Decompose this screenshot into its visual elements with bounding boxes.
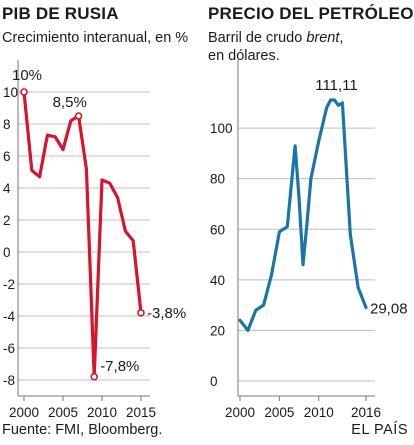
oil-data-label: 29,08 <box>370 300 408 317</box>
russia-y-tick-label: -4 <box>3 309 15 324</box>
russia-gdp-chart: 10 8 6 4 2 0 -2 -4 -6 -8 2000 2005 2010 2015 10% 8,5% -7… <box>3 60 186 420</box>
russia-x-tick-label: 2005 <box>48 405 78 420</box>
oil-y-tick-label: 40 <box>210 273 225 288</box>
oil-subtitle-text: Barril de crudo <box>208 30 307 46</box>
oil-x-tick-label: 2005 <box>264 405 294 420</box>
russia-y-tick-label: 10 <box>3 85 18 100</box>
oil-subtitle-comma: , <box>339 30 344 46</box>
oil-subtitle-line2: en dólares. <box>208 48 280 64</box>
oil-data-label: 111,11 <box>315 77 358 94</box>
oil-y-tick-label: 80 <box>210 172 225 187</box>
russia-x-tick-label: 2015 <box>126 405 156 420</box>
oil-subtitle-italic: brent <box>306 30 340 46</box>
oil-x-tick-label: 2016 <box>351 405 381 420</box>
russia-data-point-marker <box>90 372 98 381</box>
source-note: Fuente: FMI, Bloomberg. <box>2 422 163 438</box>
russia-chart-title: PIB DE RUSIA <box>2 4 119 23</box>
oil-chart-title: PRECIO DEL PETRÓLEO <box>208 4 414 23</box>
russia-x-tick-label: 2010 <box>87 405 117 420</box>
oil-y-tick-label: 100 <box>210 121 233 136</box>
russia-y-tick-label: -8 <box>3 373 15 388</box>
publisher-credit: EL PAÍS <box>351 422 408 438</box>
russia-y-tick-label: 8 <box>3 117 11 132</box>
russia-y-tick-label: 6 <box>3 149 11 164</box>
oil-y-tick-label: 60 <box>210 222 225 237</box>
russia-data-label: 10% <box>12 67 42 84</box>
oil-y-tick-label: 0 <box>210 374 218 389</box>
oil-series-line <box>238 98 368 332</box>
russia-data-label: 8,5% <box>53 94 87 111</box>
oil-x-tick-label: 2000 <box>225 405 255 420</box>
oil-chart-subtitle: Barril de crudo brent, en dólares. <box>208 29 343 65</box>
russia-y-tick-label: -2 <box>3 277 15 292</box>
russia-x-tick-label: 2000 <box>9 405 39 420</box>
russia-data-label: -7,8% <box>100 358 139 375</box>
russia-y-tick-label: 4 <box>3 181 11 196</box>
russia-chart-subtitle: Crecimiento interanual, en % <box>2 30 189 46</box>
russia-data-point-marker <box>74 112 83 120</box>
russia-data-point-marker <box>20 88 28 96</box>
oil-x-tick-label: 2010 <box>304 405 334 420</box>
russia-data-label: -3,8% <box>147 305 186 322</box>
russia-data-point-marker <box>137 309 145 317</box>
russia-y-tick-label: -6 <box>3 341 15 356</box>
russia-y-tick-label: 2 <box>3 213 11 228</box>
russia-series-line <box>22 90 143 379</box>
oil-y-tick-label: 20 <box>210 323 225 338</box>
oil-price-chart: 100 80 60 40 20 0 2000 2005 2010 2016 111,11 29,08 <box>210 60 408 420</box>
russia-y-tick-label: 0 <box>3 245 11 260</box>
